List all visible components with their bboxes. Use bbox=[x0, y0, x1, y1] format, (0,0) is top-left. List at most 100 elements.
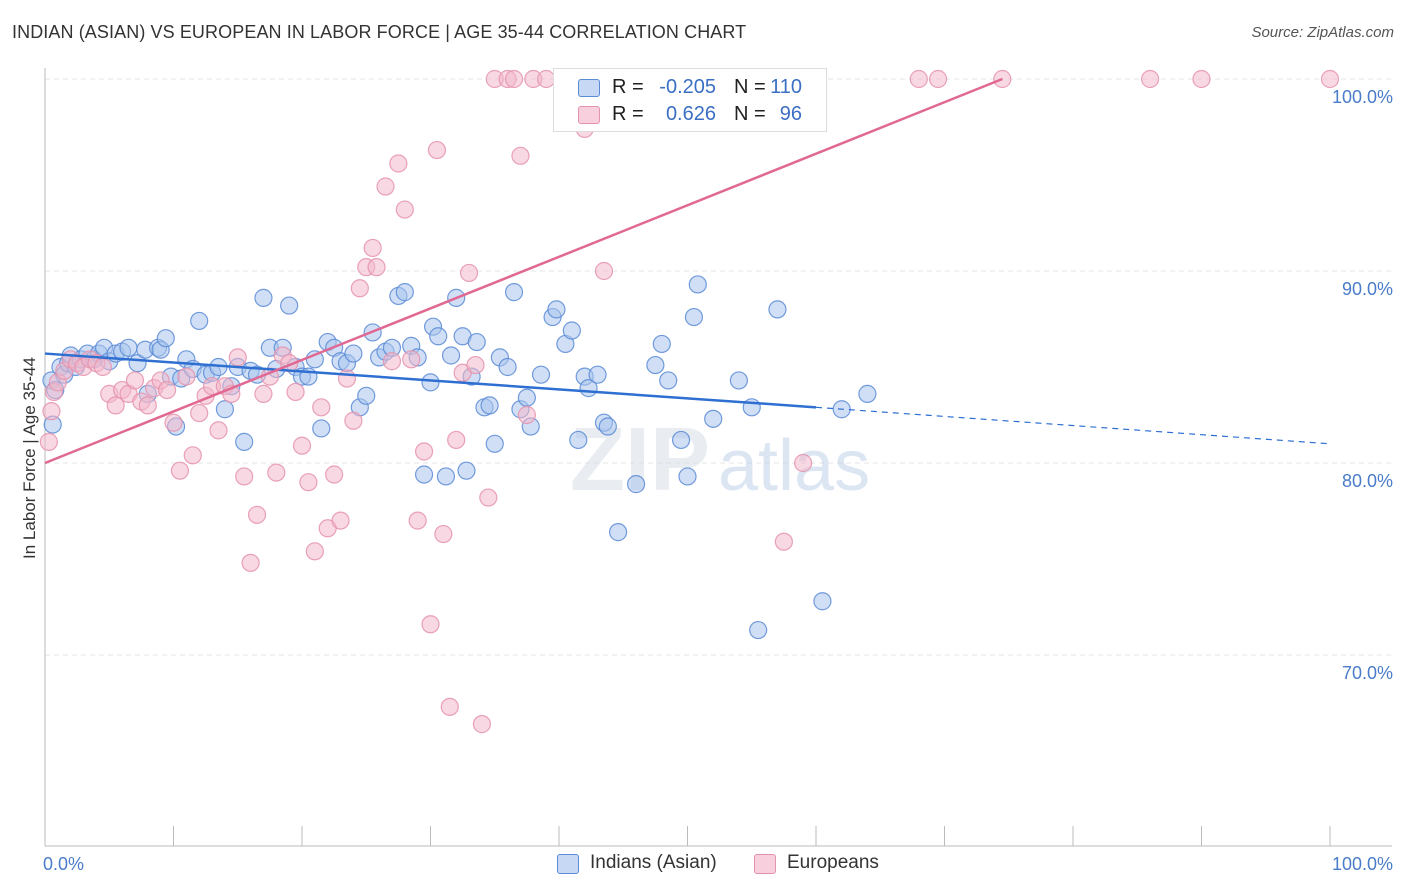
point-europeans bbox=[125, 371, 145, 390]
point-indians bbox=[671, 430, 691, 450]
correlation-legend: R = -0.205 N = 110 R = 0.626 N = 96 bbox=[553, 68, 827, 132]
point-indians bbox=[441, 346, 461, 365]
chart-title: INDIAN (ASIAN) VS EUROPEAN IN LABOR FORC… bbox=[12, 22, 747, 42]
point-europeans bbox=[157, 380, 177, 400]
point-indians bbox=[858, 384, 877, 403]
point-indians bbox=[704, 409, 723, 428]
point-europeans bbox=[299, 473, 318, 492]
point-europeans bbox=[382, 352, 402, 371]
point-europeans bbox=[594, 261, 614, 281]
legend-swatch-europeans bbox=[754, 854, 776, 874]
axes bbox=[44, 68, 1392, 847]
legend-label-europeans: Europeans bbox=[787, 852, 879, 873]
point-indians bbox=[485, 434, 504, 453]
point-indians bbox=[421, 373, 440, 392]
point-indians bbox=[729, 371, 749, 390]
point-indians bbox=[190, 311, 209, 331]
point-europeans bbox=[209, 421, 228, 440]
legend-row-indians: R = -0.205 N = 110 bbox=[554, 74, 826, 102]
point-indians bbox=[684, 307, 704, 327]
point-europeans bbox=[164, 413, 183, 432]
legend-r-value: -0.205 bbox=[659, 76, 716, 98]
point-indians bbox=[436, 467, 456, 486]
legend-n-value: 96 bbox=[779, 103, 802, 125]
point-indians bbox=[395, 283, 414, 302]
point-europeans bbox=[312, 398, 331, 417]
trend-lines bbox=[44, 77, 1331, 465]
legend-n-value: 110 bbox=[770, 76, 802, 98]
point-indians bbox=[280, 296, 299, 315]
point-europeans bbox=[177, 367, 196, 386]
point-indians bbox=[626, 475, 646, 494]
point-europeans bbox=[267, 463, 286, 482]
point-europeans bbox=[247, 505, 267, 524]
point-indians bbox=[457, 461, 476, 480]
legend-swatch-indians bbox=[557, 854, 579, 874]
point-europeans bbox=[414, 442, 434, 461]
legend-label-indians: Indians (Asian) bbox=[590, 852, 717, 873]
point-europeans bbox=[466, 355, 485, 375]
point-europeans bbox=[427, 140, 447, 160]
point-europeans bbox=[325, 465, 344, 484]
point-europeans bbox=[459, 263, 479, 283]
point-europeans bbox=[228, 348, 247, 367]
point-europeans bbox=[367, 258, 386, 277]
point-europeans bbox=[511, 146, 530, 165]
point-indians bbox=[429, 327, 448, 346]
point-europeans bbox=[292, 436, 312, 455]
source-label: Source: ZipAtlas.com bbox=[1251, 24, 1394, 41]
point-europeans bbox=[337, 369, 357, 388]
point-indians bbox=[768, 300, 787, 319]
point-europeans bbox=[376, 177, 395, 196]
point-europeans bbox=[402, 350, 421, 369]
point-europeans bbox=[254, 384, 273, 403]
y-tick-label: 100.0% bbox=[1332, 87, 1393, 107]
point-indians bbox=[498, 357, 517, 377]
point-indians bbox=[749, 620, 768, 640]
legend-r-label: R = bbox=[612, 103, 644, 125]
point-indians bbox=[156, 329, 175, 348]
watermark-zip: ZIP bbox=[570, 410, 710, 510]
legend-n-label: N = bbox=[734, 76, 766, 98]
x-tick-label: 0.0% bbox=[43, 854, 84, 874]
point-indians bbox=[588, 365, 607, 384]
point-europeans bbox=[93, 357, 112, 377]
legend-r-label: R = bbox=[612, 76, 644, 98]
point-indians bbox=[569, 430, 588, 450]
point-europeans bbox=[434, 524, 453, 544]
point-europeans bbox=[363, 238, 382, 258]
point-indians bbox=[652, 334, 671, 354]
point-indians bbox=[531, 365, 551, 384]
point-indians bbox=[254, 288, 273, 307]
point-indians bbox=[119, 338, 138, 357]
point-indians bbox=[678, 467, 697, 486]
point-europeans bbox=[39, 432, 58, 451]
y-tick-label: 90.0% bbox=[1342, 279, 1393, 299]
point-europeans bbox=[170, 461, 190, 480]
point-europeans bbox=[241, 553, 260, 572]
point-europeans bbox=[928, 69, 948, 89]
point-indians bbox=[598, 417, 617, 436]
point-indians bbox=[414, 465, 434, 484]
point-europeans bbox=[190, 403, 209, 423]
legend-r-value: 0.626 bbox=[665, 103, 716, 125]
trend-line-europeans bbox=[44, 77, 1003, 465]
point-indians bbox=[344, 344, 363, 363]
legend-row-europeans: R = 0.626 N = 96 bbox=[554, 101, 826, 129]
y-tick-label: 70.0% bbox=[1342, 663, 1393, 683]
point-indians bbox=[235, 432, 254, 451]
tick-labels: 70.0% 80.0% 90.0% 100.0% 0.0% 100.0% bbox=[43, 87, 1393, 874]
point-europeans bbox=[1320, 69, 1340, 89]
legend-swatch-europeans bbox=[578, 106, 600, 124]
point-europeans bbox=[472, 715, 491, 734]
point-indians bbox=[813, 592, 832, 611]
point-indians bbox=[547, 300, 566, 319]
point-europeans bbox=[774, 532, 793, 551]
point-europeans bbox=[504, 69, 524, 89]
point-indians bbox=[480, 396, 499, 415]
point-europeans bbox=[517, 405, 536, 425]
point-europeans bbox=[331, 511, 350, 530]
point-europeans bbox=[447, 430, 466, 450]
point-europeans bbox=[479, 488, 498, 507]
point-indians bbox=[646, 355, 665, 375]
